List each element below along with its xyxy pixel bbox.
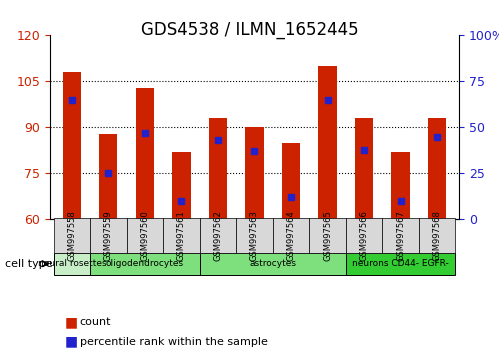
FancyBboxPatch shape bbox=[127, 218, 163, 253]
Text: GSM997558: GSM997558 bbox=[67, 210, 76, 261]
FancyBboxPatch shape bbox=[309, 218, 346, 253]
FancyBboxPatch shape bbox=[200, 218, 236, 253]
Text: percentile rank within the sample: percentile rank within the sample bbox=[80, 337, 268, 347]
Text: GSM997559: GSM997559 bbox=[104, 210, 113, 261]
Bar bbox=[392, 152, 410, 219]
Text: cell type: cell type bbox=[5, 259, 52, 269]
Text: GSM997562: GSM997562 bbox=[214, 210, 223, 261]
Text: neural rosettes: neural rosettes bbox=[37, 259, 106, 268]
Text: count: count bbox=[80, 317, 111, 327]
Text: ■: ■ bbox=[65, 335, 78, 349]
FancyBboxPatch shape bbox=[346, 218, 382, 253]
Text: GSM997568: GSM997568 bbox=[433, 210, 442, 261]
FancyBboxPatch shape bbox=[236, 218, 273, 253]
Text: GSM997565: GSM997565 bbox=[323, 210, 332, 261]
Text: GSM997566: GSM997566 bbox=[360, 210, 369, 261]
Text: ■: ■ bbox=[65, 315, 78, 329]
Bar bbox=[63, 72, 81, 219]
FancyBboxPatch shape bbox=[382, 218, 419, 253]
Text: GSM997560: GSM997560 bbox=[140, 210, 149, 261]
FancyBboxPatch shape bbox=[346, 253, 456, 275]
FancyBboxPatch shape bbox=[273, 218, 309, 253]
FancyBboxPatch shape bbox=[90, 218, 127, 253]
Bar bbox=[282, 143, 300, 219]
FancyBboxPatch shape bbox=[200, 253, 346, 275]
Bar bbox=[136, 87, 154, 219]
Bar bbox=[318, 66, 337, 219]
Text: GSM997567: GSM997567 bbox=[396, 210, 405, 261]
Text: astrocytes: astrocytes bbox=[250, 259, 296, 268]
FancyBboxPatch shape bbox=[90, 253, 200, 275]
Bar bbox=[428, 118, 446, 219]
Text: oligodendrocytes: oligodendrocytes bbox=[106, 259, 184, 268]
FancyBboxPatch shape bbox=[53, 253, 90, 275]
FancyBboxPatch shape bbox=[163, 218, 200, 253]
Bar bbox=[209, 118, 227, 219]
Bar bbox=[246, 127, 263, 219]
Text: neurons CD44- EGFR-: neurons CD44- EGFR- bbox=[352, 259, 449, 268]
FancyBboxPatch shape bbox=[53, 218, 90, 253]
Bar bbox=[99, 133, 117, 219]
Bar bbox=[172, 152, 191, 219]
Text: GSM997563: GSM997563 bbox=[250, 210, 259, 261]
FancyBboxPatch shape bbox=[419, 218, 456, 253]
Text: GSM997561: GSM997561 bbox=[177, 210, 186, 261]
Bar bbox=[355, 118, 373, 219]
Text: GSM997564: GSM997564 bbox=[286, 210, 295, 261]
Text: GDS4538 / ILMN_1652445: GDS4538 / ILMN_1652445 bbox=[141, 21, 358, 39]
